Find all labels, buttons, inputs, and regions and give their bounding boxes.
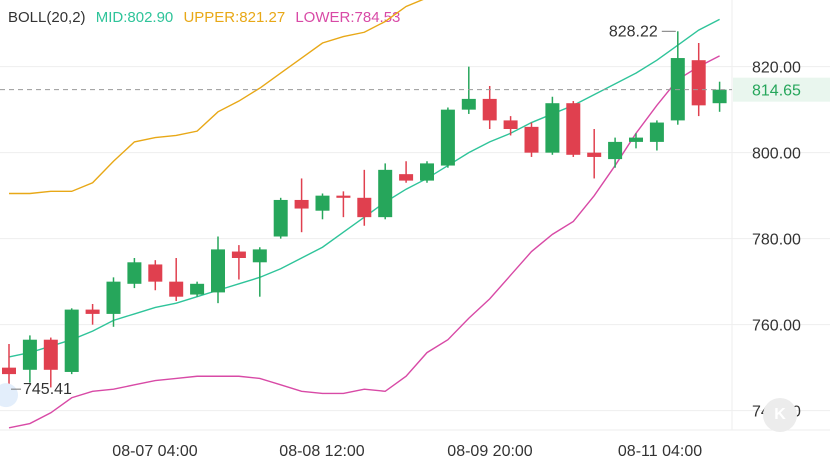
candle-body (169, 281, 184, 297)
candle-down (587, 129, 602, 179)
candle-down (294, 178, 309, 233)
candle-body (608, 141, 623, 160)
candle-body (148, 264, 163, 282)
candle-up (545, 96, 560, 155)
candle-down (43, 337, 58, 388)
candle-body (294, 199, 309, 209)
candle-body (691, 60, 706, 106)
candle-down (503, 116, 518, 136)
low-marker-label: 745.41 (23, 381, 72, 398)
candle-body (545, 103, 560, 153)
lower-band-line (8, 55, 720, 429)
candles (2, 31, 727, 390)
candle-up (461, 66, 476, 114)
candle-up (712, 81, 727, 112)
candle-body (106, 281, 121, 314)
current-price-tag (733, 77, 830, 102)
candle-down (169, 258, 184, 301)
indicator-legend: BOLL(20,2) MID:802.90 UPPER:821.27 LOWER… (8, 9, 406, 26)
candle-up (440, 107, 455, 168)
candle-down (399, 161, 414, 183)
candle-up (420, 161, 434, 183)
candle-down (85, 304, 100, 325)
candle-up (190, 281, 205, 297)
candle-body (566, 103, 581, 155)
candle-body (378, 169, 393, 218)
x-tick-label: 08-11 04:00 (618, 443, 702, 460)
candle-body (420, 163, 434, 181)
candle-body (22, 339, 37, 370)
candle-up (252, 247, 267, 297)
candle-up (649, 120, 664, 151)
indicator-upper-value: UPPER:821.27 (183, 9, 286, 26)
candle-down (2, 344, 16, 390)
y-tick-label: 820.00 (752, 60, 801, 77)
candle-up (378, 163, 393, 220)
indicator-name: BOLL(20,2) (8, 9, 86, 26)
k-logo-icon: K (774, 406, 786, 423)
candle-body (43, 339, 58, 370)
candle-body (2, 367, 16, 375)
candle-body (273, 199, 288, 237)
candle-body (64, 309, 79, 372)
candle-up (22, 335, 37, 383)
y-tick-label: 780.00 (752, 232, 801, 249)
candle-body (482, 98, 497, 121)
candle-down (691, 43, 706, 117)
y-tick-label: 800.00 (752, 146, 801, 163)
candle-up (608, 137, 623, 168)
price-overlay: 814.65 828.22 745.41 (0, 23, 830, 408)
candle-body (503, 120, 518, 129)
x-tick-label: 08-07 04:00 (112, 443, 198, 460)
candle-body (587, 152, 602, 157)
candle-down (482, 86, 497, 129)
candle-up (670, 31, 685, 125)
x-tick-label: 08-08 12:00 (279, 443, 365, 460)
candle-body (190, 283, 205, 295)
candle-body (712, 89, 727, 104)
candle-up (106, 277, 121, 327)
candle-body (649, 122, 664, 142)
grid-lines (0, 0, 830, 431)
indicator-mid-value: MID:802.90 (95, 9, 174, 26)
candle-up (315, 193, 330, 220)
candle-body (211, 249, 225, 293)
candle-body (440, 109, 455, 166)
candle-up (629, 133, 643, 149)
candle-down (336, 191, 351, 218)
x-axis: 08-07 04:00 08-08 12:00 08-09 20:00 08-11 0… (112, 443, 702, 460)
candle-body (231, 251, 246, 258)
candle-down (357, 169, 372, 226)
candle-body (629, 137, 643, 142)
candle-body (399, 174, 414, 181)
candle-down (148, 260, 163, 291)
upper-band-line (9, 0, 424, 195)
candle-body (85, 309, 100, 314)
candle-up (127, 258, 142, 289)
x-tick-label: 08-09 20:00 (447, 443, 533, 460)
candle-body (127, 262, 142, 284)
candle-body (461, 98, 476, 110)
candle-down (524, 122, 539, 157)
candle-up (273, 197, 288, 239)
candle-up (64, 308, 79, 375)
candle-body (336, 195, 351, 198)
candle-up (211, 236, 225, 304)
low-marker-bubble (0, 383, 18, 408)
current-price-label: 814.65 (752, 83, 801, 100)
y-tick-label: 760.00 (752, 318, 801, 335)
candle-down (231, 245, 246, 280)
candle-body (252, 249, 267, 263)
candle-body (315, 195, 330, 211)
k-logo-button[interactable]: K (763, 398, 797, 432)
candle-body (524, 126, 539, 153)
candle-body (357, 197, 372, 218)
high-marker-label: 828.22 (609, 23, 658, 40)
indicator-lower-value: LOWER:784.53 (295, 9, 401, 26)
candle-down (566, 101, 581, 157)
